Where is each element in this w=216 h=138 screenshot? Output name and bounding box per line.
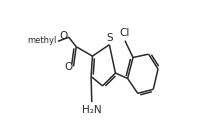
Text: H₂N: H₂N	[82, 105, 102, 115]
Text: Cl: Cl	[119, 28, 129, 38]
Text: methyl: methyl	[27, 36, 57, 45]
Text: S: S	[107, 33, 113, 43]
Text: O: O	[60, 31, 68, 41]
Text: O: O	[64, 62, 72, 72]
